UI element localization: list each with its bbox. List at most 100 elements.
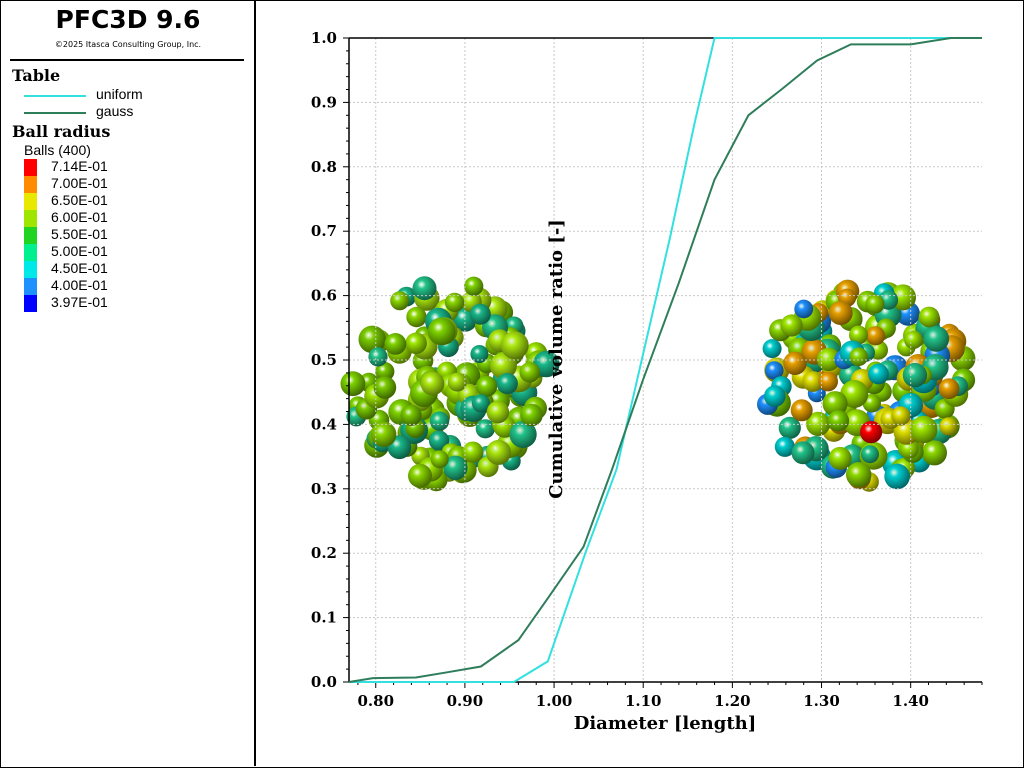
ball — [443, 455, 468, 480]
color-scale-label: 7.14E-01 — [51, 158, 108, 174]
ball — [476, 375, 498, 397]
ball-radius-heading: Ball radius — [12, 122, 111, 141]
color-scale-label: 7.00E-01 — [51, 175, 108, 191]
color-swatch — [24, 244, 37, 261]
color-swatch — [24, 295, 37, 312]
ball — [358, 325, 387, 354]
series-line-uniform — [349, 37, 982, 683]
ball — [910, 415, 938, 444]
ball — [408, 463, 432, 488]
ball — [791, 441, 815, 465]
legend-label-uniform: uniform — [96, 86, 143, 102]
ball — [764, 385, 786, 408]
color-swatch — [24, 227, 37, 244]
ball — [429, 411, 450, 431]
color-swatch — [24, 210, 37, 227]
ball — [368, 347, 388, 367]
ball — [496, 373, 518, 395]
color-swatch — [24, 193, 37, 210]
y-tick-label: 0.9 — [311, 93, 337, 111]
chart-area: 0.80 0.90 1.00 1.10 1.20 1.30 1.40 0.0 0.1 0.2 0.3… — [311, 29, 983, 734]
title-divider — [10, 59, 244, 61]
ball — [444, 292, 465, 313]
ball — [938, 378, 960, 399]
ball — [390, 291, 410, 311]
x-tick-label: 1.30 — [803, 692, 840, 710]
ball — [868, 363, 889, 385]
legend-line-uniform — [24, 95, 86, 97]
ball — [373, 376, 397, 399]
ball — [486, 439, 511, 465]
ball — [427, 317, 456, 346]
x-tick-label: 0.80 — [357, 692, 394, 710]
balls-count: Balls (400) — [24, 142, 91, 158]
ball — [816, 347, 841, 372]
legend-label-gauss: gauss — [96, 103, 134, 119]
ball — [371, 421, 397, 447]
ball — [783, 351, 807, 375]
series-layer — [348, 37, 982, 683]
uniform-assembly — [340, 276, 560, 492]
ball — [904, 330, 923, 350]
ball — [509, 420, 537, 448]
ball — [794, 299, 814, 319]
x-axis-label: Diameter [length] — [574, 713, 757, 734]
ball — [846, 462, 872, 488]
y-tick-label: 0.7 — [311, 222, 337, 240]
ball — [818, 371, 838, 392]
y-tick-label: 0.1 — [311, 609, 337, 627]
y-tick-label: 0.6 — [311, 287, 337, 305]
ball — [462, 441, 484, 463]
ball — [865, 294, 885, 314]
ball — [520, 403, 543, 427]
ball — [802, 371, 824, 392]
ball — [849, 325, 868, 345]
x-tick-label: 1.40 — [892, 692, 929, 710]
ball — [400, 404, 422, 426]
ball — [519, 362, 540, 383]
ball — [405, 332, 427, 355]
app-title: PFC3D 9.6 — [55, 5, 201, 34]
ball — [918, 306, 940, 328]
ball — [384, 333, 407, 355]
color-scale-label: 3.97E-01 — [51, 294, 108, 310]
y-tick-label: 0.3 — [311, 480, 337, 498]
ball — [822, 391, 848, 417]
ball — [447, 372, 467, 392]
ball — [921, 440, 948, 466]
x-tick-label: 1.00 — [536, 692, 573, 710]
y-tick-label: 0.2 — [311, 544, 337, 562]
ball — [790, 399, 813, 422]
y-tick-label: 0.8 — [311, 158, 337, 176]
ball — [412, 276, 437, 301]
y-tick-label: 0.5 — [311, 351, 337, 369]
ball — [428, 430, 450, 451]
ball — [762, 339, 782, 359]
color-scale-label: 4.00E-01 — [51, 277, 108, 293]
ball — [865, 326, 886, 346]
ball — [471, 394, 491, 413]
ball — [375, 362, 395, 382]
ball — [828, 446, 852, 470]
copyright-text: ©2025 Itasca Consulting Group, Inc. — [54, 40, 202, 49]
ball — [340, 371, 366, 397]
ball — [827, 410, 850, 432]
color-swatch — [24, 261, 37, 278]
color-scale-label: 6.50E-01 — [51, 192, 108, 208]
legend-panel: PFC3D 9.6 ©2025 Itasca Consulting Group,… — [0, 0, 256, 766]
gauss-assembly — [757, 279, 976, 492]
ball — [849, 347, 868, 367]
x-tick-label: 0.90 — [447, 692, 484, 710]
ball — [765, 361, 784, 380]
ball — [923, 325, 950, 352]
ball — [861, 445, 879, 464]
color-swatch — [24, 176, 37, 193]
y-tick-label: 1.0 — [311, 29, 337, 47]
x-tick-label: 1.20 — [714, 692, 751, 710]
ball — [470, 345, 489, 363]
y-axis-label: Cumulative volume ratio [-] — [546, 219, 567, 499]
table-heading: Table — [12, 66, 61, 85]
ball — [500, 331, 529, 360]
series-line-gauss — [348, 37, 982, 683]
ball — [828, 301, 853, 325]
